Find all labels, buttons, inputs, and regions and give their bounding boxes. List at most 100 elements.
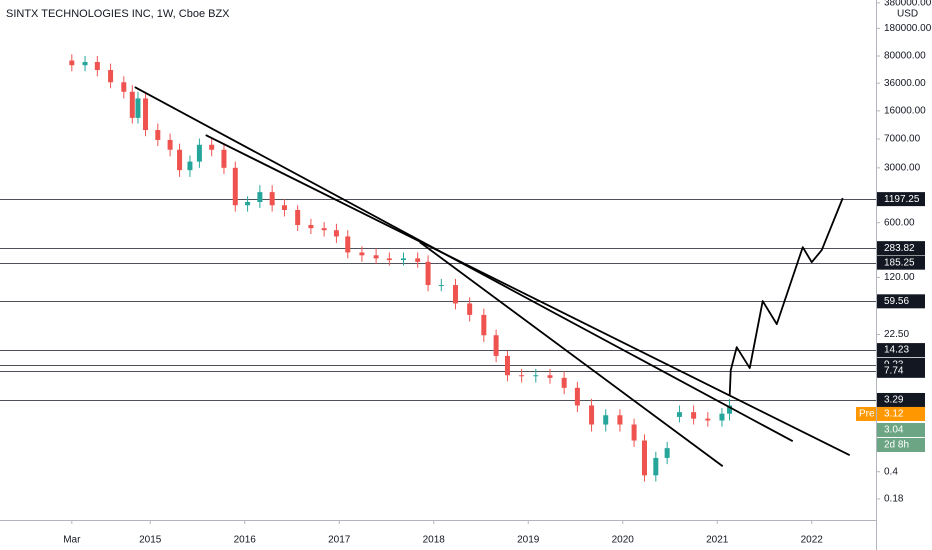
candle-body xyxy=(519,375,525,377)
candle-body xyxy=(196,144,202,162)
candle-body xyxy=(504,355,510,376)
candle-body xyxy=(308,224,314,229)
candle-body xyxy=(143,98,149,131)
y-tick-label: 3000.00 xyxy=(884,162,921,173)
candle-body xyxy=(705,418,711,421)
candle-body xyxy=(221,149,227,168)
level-label: 7.74 xyxy=(884,365,904,376)
candle-body xyxy=(415,258,421,262)
candle-body xyxy=(135,98,141,118)
y-tick-label: 16000.00 xyxy=(884,105,926,116)
candle-body xyxy=(108,70,114,83)
candle-body xyxy=(121,82,127,92)
y-tick-label: 180000.00 xyxy=(884,23,932,34)
candle-body xyxy=(603,415,609,425)
premarket-price-box xyxy=(877,406,925,421)
premarket-price: 3.12 xyxy=(884,409,904,420)
candle-body xyxy=(719,413,725,421)
level-label: 185.25 xyxy=(884,257,915,268)
y-tick-label: 36000.00 xyxy=(884,78,926,89)
x-tick-label: 2016 xyxy=(234,535,257,546)
level-label: 3.29 xyxy=(884,395,904,406)
x-tick-label: 2022 xyxy=(801,535,824,546)
x-tick-label: 2017 xyxy=(328,535,351,546)
candle-body xyxy=(187,161,193,171)
currency-label: USD xyxy=(897,9,918,20)
candle-body xyxy=(359,252,365,256)
candle-body xyxy=(209,144,215,150)
candle-body xyxy=(641,440,647,476)
candle-body xyxy=(295,209,301,225)
candle-body xyxy=(664,448,670,458)
x-tick-label: Mar xyxy=(63,535,81,546)
candle-body xyxy=(269,192,275,206)
y-tick-label: 22.50 xyxy=(884,329,909,340)
candle-body xyxy=(727,405,733,414)
level-label: 283.82 xyxy=(884,243,915,254)
candle-body xyxy=(69,60,75,66)
level-label-box xyxy=(877,363,925,378)
last-price: 3.04 xyxy=(884,425,904,436)
candle-body xyxy=(631,424,637,441)
candle-body xyxy=(155,130,161,140)
x-tick-label: 2021 xyxy=(706,535,729,546)
candle-body xyxy=(167,139,173,150)
candle-body xyxy=(82,62,88,66)
y-tick-label: 80000.00 xyxy=(884,51,926,62)
candle-body xyxy=(281,205,287,210)
level-label: 59.56 xyxy=(884,296,909,307)
x-tick-label: 2020 xyxy=(612,535,635,546)
candle-body xyxy=(676,412,682,417)
countdown-box xyxy=(877,437,925,452)
y-tick-label: 380000.00 xyxy=(884,0,932,9)
candle-body xyxy=(333,230,339,237)
y-tick-label: 0.4 xyxy=(884,466,898,477)
x-tick-label: 2018 xyxy=(423,535,446,546)
candle-body xyxy=(589,405,595,425)
countdown: 2d 8h xyxy=(884,440,909,451)
x-tick-label: 2019 xyxy=(517,535,540,546)
level-label-box xyxy=(877,294,925,309)
candle-body xyxy=(547,375,553,378)
level-label-box xyxy=(877,392,925,407)
trend-line xyxy=(205,134,851,457)
candle-body xyxy=(617,415,623,425)
candle-body xyxy=(452,285,458,304)
candle-body xyxy=(425,261,431,286)
level-label-box xyxy=(877,343,925,358)
y-tick-label: 0.18 xyxy=(884,494,904,505)
candle-body xyxy=(467,303,473,315)
projection-path xyxy=(728,197,844,396)
candle-body xyxy=(321,228,327,231)
trend-line xyxy=(419,241,724,467)
candle-body xyxy=(533,375,539,377)
candle-body xyxy=(257,192,263,203)
level-label-box xyxy=(877,255,925,270)
y-tick-label: 7000.00 xyxy=(884,134,921,145)
candle-body xyxy=(245,202,251,206)
candle-body xyxy=(94,62,100,71)
candle-body xyxy=(232,167,238,206)
candle-body xyxy=(177,149,183,171)
last-price-box xyxy=(877,422,925,437)
level-label: 14.23 xyxy=(884,345,909,356)
premarket-tag: Pre xyxy=(859,409,875,420)
level-label: 1197.25 xyxy=(884,194,920,205)
chart-title: SINTX TECHNOLOGIES INC, 1W, Cboe BZX xyxy=(6,8,230,20)
y-tick-label: 120.00 xyxy=(884,272,915,283)
candle-body xyxy=(481,314,487,336)
candle-body xyxy=(653,457,659,476)
candle-body xyxy=(129,91,135,118)
level-label-box xyxy=(877,192,925,207)
y-tick-label: 600.00 xyxy=(884,217,915,228)
level-label-box xyxy=(877,241,925,256)
candle-body xyxy=(493,335,499,356)
premarket-tag-box xyxy=(856,406,876,421)
candle-body xyxy=(691,412,697,419)
candle-body xyxy=(401,258,407,261)
candle-body xyxy=(574,387,580,406)
candle-body xyxy=(438,285,444,287)
candle-body xyxy=(386,258,392,261)
